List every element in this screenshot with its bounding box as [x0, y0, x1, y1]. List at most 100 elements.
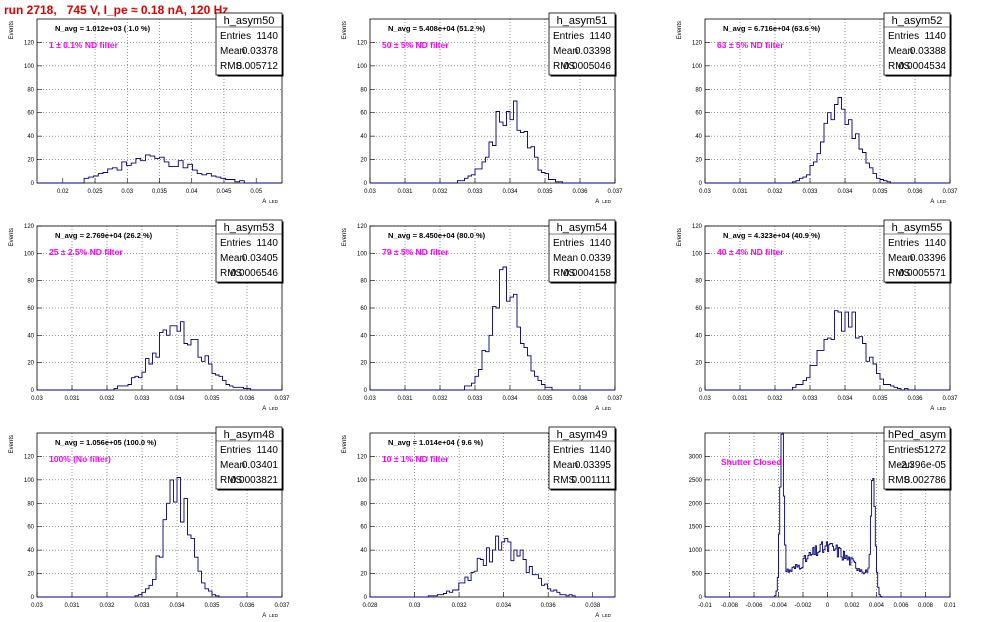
histogram-name: h_asym52	[892, 15, 943, 27]
x-tick-label: 0.04	[186, 189, 198, 195]
x-tick-label: 0.045	[216, 189, 232, 195]
stats-label: RMS	[888, 61, 911, 72]
x-tick-label: 0.031	[397, 396, 413, 402]
histogram-name: h_asym51	[557, 15, 608, 27]
y-axis-label: Events	[677, 21, 683, 39]
stats-label: Mean	[553, 253, 578, 264]
stats-value: 1140	[256, 238, 278, 249]
stats-value: 1140	[589, 445, 611, 456]
filter-label: 10 ± 1% ND filter	[382, 454, 449, 464]
histogram-panel: 0.03 0.031 0.032 0.033 0.034 0.035 0.036 0.037 0…	[342, 12, 623, 205]
stats-label: Entries	[888, 445, 919, 456]
x-tick-label: 0.037	[942, 189, 958, 195]
x-tick-label: 0.031	[64, 396, 80, 402]
x-axis-label: A LED	[930, 199, 947, 205]
y-tick-label: 100	[24, 64, 35, 70]
stats-label: Entries	[888, 31, 919, 42]
x-tick-label: 0.032	[99, 603, 115, 609]
y-tick-label: 80	[695, 87, 702, 93]
stats-box	[883, 426, 951, 490]
histogram-series	[370, 535, 615, 598]
y-tick-label: 40	[27, 134, 34, 140]
y-tick-label: 20	[695, 361, 702, 367]
x-tick-label: 0.05	[250, 189, 262, 195]
x-tick-label: -0.004	[770, 603, 788, 609]
y-tick-label: 0	[364, 181, 368, 187]
histogram-name: h_asym50	[224, 15, 275, 27]
x-tick-label: 0.031	[64, 603, 80, 609]
stats-box	[883, 12, 951, 76]
histogram-series	[370, 266, 615, 391]
y-tick-label: 40	[695, 134, 702, 140]
y-tick-label: 60	[27, 525, 34, 531]
x-tick-label: 0.032	[767, 396, 783, 402]
y-tick-label: 40	[27, 548, 34, 554]
stats-value: 1140	[256, 31, 278, 42]
n-avg-annotation: N_avg = 5.408e+04 (51.2 %)	[388, 24, 486, 33]
stats-label: Entries	[553, 445, 584, 456]
x-axis-label: A LED	[595, 613, 612, 619]
y-tick-label: 2000	[689, 501, 703, 507]
stats-value: 0.03405	[242, 253, 279, 264]
y-tick-label: 40	[27, 333, 34, 339]
filter-label: Shutter Closed	[721, 457, 781, 467]
filter-label: 63 ± 5% ND filter	[717, 40, 784, 50]
x-tick-label: -0.002	[794, 603, 812, 609]
x-tick-label: 0.033	[134, 396, 150, 402]
x-tick-label: 0.032	[432, 189, 448, 195]
n-avg-annotation: N_avg = 1.014e+04 ( 9.6 %)	[388, 438, 484, 447]
stats-value: 0.0005046	[564, 61, 612, 72]
y-tick-label: 0	[699, 181, 703, 187]
stats-label: RMS	[553, 61, 576, 72]
y-axis-label: Events	[342, 228, 348, 246]
y-axis-label: Events	[9, 435, 15, 453]
x-tick-label: 0.002	[844, 603, 860, 609]
x-axis-label: A LED	[262, 406, 279, 412]
stats-value: 0.03396	[910, 253, 947, 264]
x-tick-label: 0.025	[88, 189, 104, 195]
x-tick-label: 0.033	[802, 189, 818, 195]
y-tick-label: 80	[360, 501, 367, 507]
x-tick-label: 0.035	[204, 396, 220, 402]
x-tick-label: 0.034	[169, 396, 185, 402]
x-tick-label: 0.036	[239, 603, 255, 609]
x-tick-label: 0.033	[134, 603, 150, 609]
y-tick-label: 60	[695, 111, 702, 117]
stats-value: 0.001111	[572, 475, 612, 486]
histogram-panel: 0.03 0.031 0.032 0.033 0.034 0.035 0.036 0.037 0…	[9, 219, 290, 412]
x-axis-label: A LED	[262, 613, 279, 619]
stats-label: Entries	[553, 31, 584, 42]
stats-label: RMS	[888, 268, 911, 279]
histogram-series	[37, 477, 282, 598]
stats-box	[548, 12, 616, 76]
x-tick-label: 0.037	[942, 396, 958, 402]
stats-value: 0.03398	[575, 46, 612, 57]
n-avg-annotation: N_avg = 8.450e+04 (80.0 %)	[388, 231, 486, 240]
y-tick-label: 60	[695, 306, 702, 312]
n-avg-annotation: N_avg = 4.323e+04 (40.9 %)	[723, 231, 821, 240]
y-axis-label: Events	[342, 435, 348, 453]
histogram-series	[37, 154, 282, 184]
stats-label: Mean	[220, 46, 245, 57]
y-tick-label: 0	[364, 388, 368, 394]
stats-box	[215, 426, 283, 490]
x-tick-label: 0.036	[572, 396, 588, 402]
y-tick-label: 20	[360, 361, 367, 367]
x-tick-label: -0.01	[698, 603, 712, 609]
histogram-name: h_asym53	[224, 222, 275, 234]
y-tick-label: 100	[357, 251, 368, 257]
y-tick-label: 20	[360, 572, 367, 578]
y-tick-label: 80	[27, 87, 34, 93]
y-tick-label: 100	[692, 251, 703, 257]
x-tick-label: 0.006	[893, 603, 909, 609]
x-tick-label: 0.034	[837, 189, 853, 195]
filter-label: 50 ± 5% ND filter	[382, 40, 449, 50]
histogram-series	[705, 310, 950, 391]
stats-value: 51272	[918, 445, 946, 456]
stats-value: 1140	[924, 31, 946, 42]
y-tick-label: 80	[27, 279, 34, 285]
stats-value: 1140	[924, 238, 946, 249]
stats-label: Entries	[220, 445, 251, 456]
stats-label: Mean	[888, 460, 913, 471]
n-avg-annotation: N_avg = 1.012e+03 ( 1.0 %)	[55, 24, 151, 33]
